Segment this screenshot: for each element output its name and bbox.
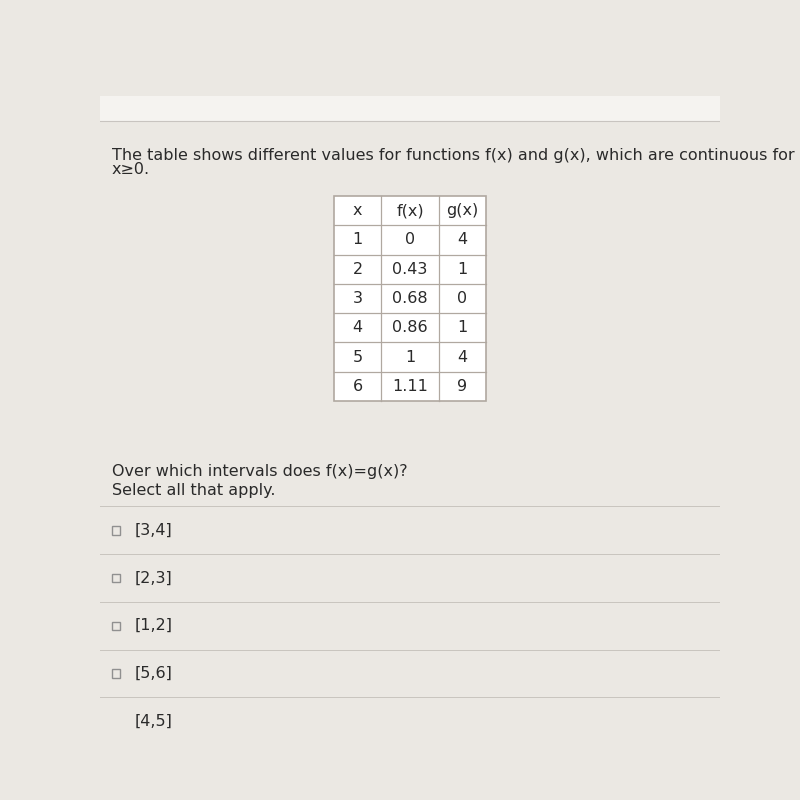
Text: 5: 5 bbox=[353, 350, 362, 365]
Text: [3,4]: [3,4] bbox=[135, 522, 173, 538]
Text: [5,6]: [5,6] bbox=[135, 666, 173, 681]
Bar bbox=[112, 622, 120, 630]
Text: 3: 3 bbox=[353, 291, 362, 306]
Text: 0.43: 0.43 bbox=[392, 262, 428, 277]
Text: Select all that apply.: Select all that apply. bbox=[112, 483, 275, 498]
Text: 1: 1 bbox=[457, 320, 467, 335]
Bar bbox=[334, 196, 486, 401]
Text: f(x): f(x) bbox=[396, 203, 424, 218]
Text: 6: 6 bbox=[353, 378, 362, 394]
Text: x: x bbox=[353, 203, 362, 218]
Text: 4: 4 bbox=[458, 350, 467, 365]
Text: [1,2]: [1,2] bbox=[135, 618, 173, 634]
Text: The table shows different values for functions f(x) and g(x), which are continuo: The table shows different values for fun… bbox=[112, 148, 800, 163]
Text: 0: 0 bbox=[458, 291, 467, 306]
Bar bbox=[100, 96, 720, 121]
Text: x≥0.: x≥0. bbox=[112, 162, 150, 178]
Text: 4: 4 bbox=[458, 233, 467, 247]
Text: 9: 9 bbox=[458, 378, 467, 394]
Text: 0.86: 0.86 bbox=[392, 320, 428, 335]
Text: g(x): g(x) bbox=[446, 203, 478, 218]
Bar bbox=[112, 526, 120, 534]
Text: 4: 4 bbox=[353, 320, 362, 335]
Text: 0.68: 0.68 bbox=[392, 291, 428, 306]
Text: Over which intervals does f(x)=g(x)?: Over which intervals does f(x)=g(x)? bbox=[112, 464, 407, 479]
Text: 0: 0 bbox=[405, 233, 415, 247]
Text: 1: 1 bbox=[353, 233, 363, 247]
Bar bbox=[112, 574, 120, 582]
Bar bbox=[112, 670, 120, 678]
Text: 1: 1 bbox=[457, 262, 467, 277]
Text: [4,5]: [4,5] bbox=[135, 714, 173, 729]
Text: 1.11: 1.11 bbox=[392, 378, 428, 394]
Text: 1: 1 bbox=[405, 350, 415, 365]
Text: 2: 2 bbox=[353, 262, 362, 277]
Bar bbox=[112, 717, 120, 726]
Text: [2,3]: [2,3] bbox=[135, 570, 173, 586]
